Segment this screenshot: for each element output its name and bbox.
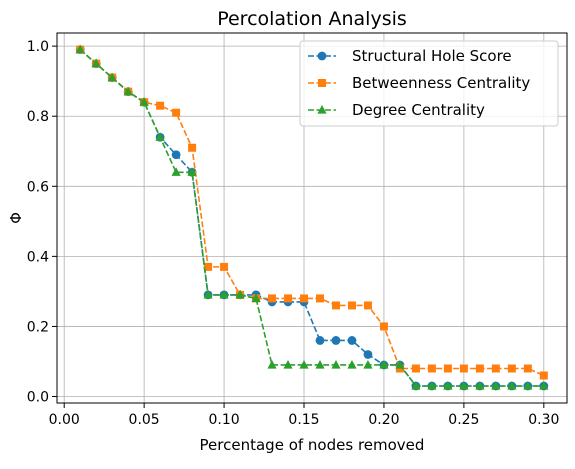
legend: Structural Hole Score Betweenness Central… xyxy=(299,40,559,127)
data-point xyxy=(331,301,340,310)
x-tick-label: 0.15 xyxy=(288,412,319,428)
x-tick-label: 0.25 xyxy=(448,412,479,428)
data-point xyxy=(475,381,485,390)
data-point xyxy=(347,301,356,310)
data-point xyxy=(315,359,325,369)
grid-lines xyxy=(57,33,567,403)
legend-box xyxy=(299,40,559,127)
legend-label: Structural Hole Score xyxy=(352,47,512,65)
data-point xyxy=(331,336,341,345)
data-point xyxy=(155,132,165,141)
data-point xyxy=(459,381,469,390)
data-point xyxy=(315,294,324,303)
data-point xyxy=(539,381,549,390)
data-point xyxy=(107,72,117,82)
legend-label: Betweenness Centrality xyxy=(352,74,530,92)
data-point xyxy=(251,293,261,303)
data-point xyxy=(507,364,516,373)
data-point xyxy=(331,359,341,369)
data-point xyxy=(427,364,436,373)
data-point xyxy=(204,262,213,271)
y-tick-label: 0.8 xyxy=(27,109,49,125)
data-point xyxy=(315,336,325,345)
legend-label: Degree Centrality xyxy=(352,101,485,119)
data-point xyxy=(475,364,484,373)
data-point xyxy=(539,371,548,380)
chart-title: Percolation Analysis xyxy=(217,8,407,30)
data-point xyxy=(75,44,85,54)
plot-frame xyxy=(56,32,568,404)
data-point xyxy=(363,301,372,310)
legend-marker xyxy=(317,105,327,114)
data-point xyxy=(139,97,149,106)
y-tick-label: 0.4 xyxy=(27,249,49,265)
x-tick-label: 0.00 xyxy=(49,412,80,428)
x-tick-label: 0.20 xyxy=(368,412,399,428)
x-tick-label: 0.05 xyxy=(129,412,160,428)
data-point xyxy=(283,359,293,369)
data-point xyxy=(284,294,293,303)
y-tick-label: 0.2 xyxy=(27,319,49,335)
data-point xyxy=(187,167,197,176)
axis-ticks: 0.00 0.05 0.10 0.15 0.20 0.25 0.30 0.0 0.2 0.4 0.6… xyxy=(27,39,560,428)
data-point xyxy=(459,364,468,373)
data-point xyxy=(347,359,357,369)
x-axis-label: Percentage of nodes removed xyxy=(200,436,425,454)
data-point xyxy=(219,289,229,299)
series-layer xyxy=(75,44,549,391)
data-point xyxy=(267,359,277,369)
data-point xyxy=(220,262,229,271)
x-tick-label: 0.30 xyxy=(528,412,559,428)
data-point xyxy=(172,108,181,117)
y-tick-label: 1.0 xyxy=(27,39,49,55)
data-point xyxy=(268,294,277,303)
y-tick-label: 0.0 xyxy=(27,390,49,406)
legend-entry: Betweenness Centrality xyxy=(308,74,530,92)
data-point xyxy=(123,86,133,96)
data-point xyxy=(507,381,517,390)
data-point xyxy=(443,364,452,373)
y-tick-label: 0.6 xyxy=(27,179,49,195)
legend-entry: Degree Centrality xyxy=(308,101,485,119)
data-point xyxy=(523,364,532,373)
data-point xyxy=(491,381,501,390)
data-point xyxy=(203,289,213,299)
legend-marker xyxy=(317,51,327,61)
data-point xyxy=(363,350,373,359)
data-point xyxy=(379,359,389,369)
data-point xyxy=(171,150,181,160)
legend-entry: Structural Hole Score xyxy=(308,47,512,65)
data-point xyxy=(395,359,405,369)
data-point xyxy=(411,381,421,390)
y-axis-label: Φ xyxy=(7,212,25,224)
legend-marker xyxy=(318,79,326,87)
data-point xyxy=(156,101,165,110)
data-point xyxy=(299,359,309,369)
data-point xyxy=(491,364,500,373)
data-point xyxy=(427,381,437,390)
data-point xyxy=(171,167,181,176)
data-point xyxy=(363,359,373,369)
data-point xyxy=(443,381,453,390)
data-point xyxy=(235,289,245,299)
data-point xyxy=(523,381,533,390)
data-point xyxy=(188,143,197,152)
x-tick-label: 0.10 xyxy=(208,412,239,428)
series-degree-centrality xyxy=(75,44,549,390)
data-point xyxy=(91,58,101,68)
data-point xyxy=(411,364,420,373)
data-point xyxy=(347,336,357,345)
data-point xyxy=(300,294,309,303)
data-point xyxy=(379,322,388,331)
